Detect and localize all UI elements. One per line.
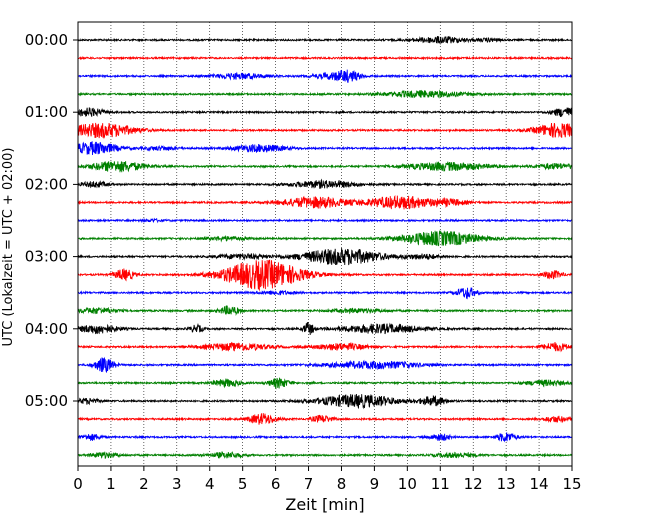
trace-0045	[77, 89, 573, 99]
y-tick-label: 02:00	[25, 175, 68, 193]
grid-lines	[110, 22, 540, 466]
trace-0245	[77, 230, 573, 247]
x-tick-label: 0	[73, 475, 83, 493]
trace-0200	[77, 178, 573, 189]
trace-0130	[77, 141, 573, 156]
x-tick-label: 9	[370, 475, 380, 493]
trace-0445	[77, 377, 573, 390]
seismogram-traces	[77, 35, 573, 459]
trace-0215	[77, 194, 573, 210]
y-tick-label: 03:00	[25, 248, 68, 266]
x-tick-label: 1	[106, 475, 116, 493]
x-axis-ticks: 0 1 2 3 4 5 6 7 8 9 10 11 12 13 14 15	[73, 466, 582, 493]
trace-0015	[77, 55, 573, 61]
x-tick-label: 3	[172, 475, 182, 493]
trace-0545	[77, 451, 573, 459]
y-axis-ticks: 00:00 01:00 02:00 03:00 04:00 05:00	[25, 31, 78, 410]
x-axis-label: Zeit [min]	[285, 495, 364, 514]
y-tick-label: 05:00	[25, 392, 68, 410]
trace-0315	[77, 259, 573, 292]
plot-frame	[77, 21, 573, 467]
x-tick-label: 15	[562, 475, 581, 493]
trace-0515	[77, 413, 573, 425]
x-tick-label: 10	[398, 475, 417, 493]
y-axis-label: UTC (Lokalzeit = UTC + 02:00)	[1, 148, 16, 347]
trace-0530	[77, 432, 573, 443]
x-tick-label: 7	[304, 475, 314, 493]
y-tick-label: 04:00	[25, 320, 68, 338]
x-tick-label: 13	[497, 475, 516, 493]
trace-0030	[77, 69, 573, 83]
trace-0115	[77, 122, 573, 140]
x-tick-label: 6	[271, 475, 281, 493]
trace-0000	[77, 35, 573, 45]
trace-0330	[77, 287, 573, 300]
trace-0230	[77, 217, 573, 224]
trace-0430	[77, 356, 573, 373]
trace-0145	[77, 161, 573, 173]
trace-0345	[77, 305, 573, 317]
y-tick-label: 00:00	[25, 31, 68, 49]
x-tick-label: 2	[139, 475, 149, 493]
trace-0415	[77, 341, 573, 353]
x-tick-label: 11	[431, 475, 450, 493]
trace-0500	[77, 393, 573, 410]
x-tick-label: 12	[464, 475, 483, 493]
x-tick-label: 5	[238, 475, 248, 493]
x-tick-label: 4	[205, 475, 215, 493]
x-tick-label: 8	[337, 475, 347, 493]
x-tick-label: 14	[530, 475, 549, 493]
trace-0300	[77, 248, 573, 266]
trace-0100	[77, 107, 573, 118]
y-tick-label: 01:00	[25, 103, 68, 121]
trace-0400	[77, 322, 573, 335]
